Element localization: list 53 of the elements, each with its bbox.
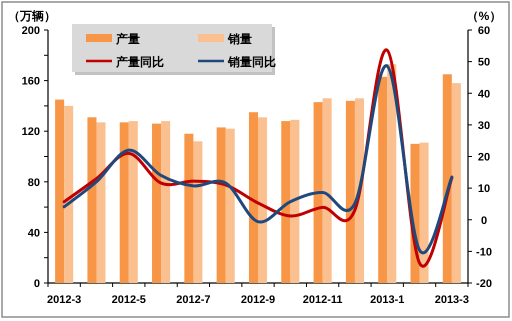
legend-label: 销量同比	[227, 55, 276, 69]
bar	[322, 98, 332, 283]
bar	[55, 100, 64, 283]
y-axis-title: （万辆）	[8, 9, 56, 23]
bar	[96, 122, 106, 283]
x-tick-label: 2013-3	[434, 294, 469, 306]
bar	[226, 128, 235, 283]
legend-label: 产量同比	[115, 55, 164, 69]
x-tick-label: 2012-3	[47, 294, 82, 306]
y-tick-label: 40	[28, 227, 40, 240]
y-tick-label: 80	[28, 176, 40, 189]
y2-tick-label: 60	[478, 25, 490, 37]
bar	[314, 102, 323, 283]
y2-tick-label: 40	[478, 88, 490, 100]
x-tick-label: 2012-7	[176, 294, 211, 306]
bar	[152, 124, 162, 283]
x-tick-label: 2013-1	[370, 294, 404, 306]
y-tick-label: 0	[34, 278, 40, 290]
legend-label: 销量	[227, 32, 252, 46]
bar	[128, 121, 138, 283]
bar	[184, 134, 194, 283]
y2-tick-label: -10	[476, 246, 492, 258]
y2-tick-label: 20	[478, 152, 490, 164]
legend-label: 产量	[115, 32, 140, 46]
y2-tick-label: 0	[480, 214, 488, 227]
bar	[387, 64, 396, 283]
bar	[354, 98, 364, 283]
bar	[248, 112, 258, 283]
bar	[346, 100, 355, 283]
y2-axis-title: （%）	[466, 9, 502, 23]
x-tick-label: 2012-9	[240, 294, 276, 306]
bar	[420, 142, 429, 283]
bar	[442, 74, 452, 283]
y2-tick-label: 30	[478, 120, 490, 132]
bar	[161, 121, 170, 283]
bar	[87, 117, 96, 283]
bar	[193, 141, 202, 283]
bar	[378, 76, 388, 283]
bar	[258, 117, 268, 283]
bar	[452, 83, 461, 283]
y2-tick-label: 50	[478, 56, 490, 69]
bar	[281, 121, 290, 283]
x-tick-label: 2012-5	[112, 294, 146, 306]
bar	[216, 127, 226, 283]
y-tick-label: 120	[22, 126, 40, 138]
y2-tick-label: -20	[476, 278, 492, 290]
bar	[290, 120, 300, 283]
x-tick-label: 2012-11	[302, 294, 342, 306]
bar	[120, 122, 129, 283]
bar	[64, 106, 74, 283]
y2-tick-label: 10	[478, 183, 490, 196]
y-tick-label: 160	[22, 76, 40, 88]
y-tick-label: 200	[22, 25, 40, 37]
